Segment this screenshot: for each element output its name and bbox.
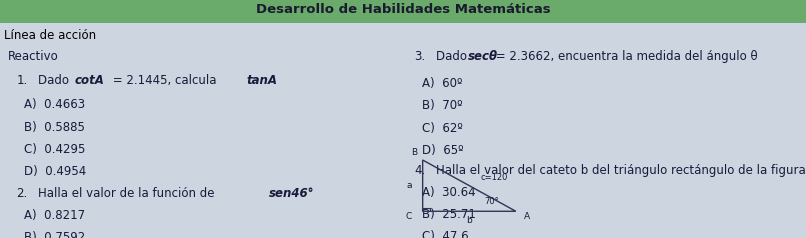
Text: Línea de acción: Línea de acción xyxy=(4,29,96,42)
Text: Desarrollo de Habilidades Matemáticas: Desarrollo de Habilidades Matemáticas xyxy=(256,3,550,16)
Text: C)  0.4295: C) 0.4295 xyxy=(24,143,85,156)
Text: C)  47.6: C) 47.6 xyxy=(422,230,469,238)
Text: B: B xyxy=(411,148,417,157)
Text: C)  62º: C) 62º xyxy=(422,122,463,135)
Text: 70°: 70° xyxy=(484,197,499,206)
Text: b: b xyxy=(467,216,472,225)
Text: A)  0.8217: A) 0.8217 xyxy=(24,209,85,222)
Text: Dado: Dado xyxy=(39,74,73,87)
Text: Reactivo: Reactivo xyxy=(8,50,59,63)
Text: Halla el valor de la función de: Halla el valor de la función de xyxy=(39,187,218,200)
Text: A: A xyxy=(524,212,530,221)
Text: a: a xyxy=(406,181,412,190)
Text: c=120: c=120 xyxy=(480,173,508,182)
Text: 1.: 1. xyxy=(16,74,27,87)
Text: A)  0.4663: A) 0.4663 xyxy=(24,98,85,111)
Text: A)  60º: A) 60º xyxy=(422,77,463,90)
Text: sen46°: sen46° xyxy=(269,187,314,200)
Text: = 2.3662, encuentra la medida del ángulo θ: = 2.3662, encuentra la medida del ángulo… xyxy=(492,50,758,63)
Text: 2.: 2. xyxy=(16,187,27,200)
Text: B)  0.5885: B) 0.5885 xyxy=(24,121,85,134)
Text: B)  70º: B) 70º xyxy=(422,99,463,112)
Text: C: C xyxy=(405,212,412,221)
Text: B)  25.71: B) 25.71 xyxy=(422,208,476,221)
Text: = 2.1445, calcula: = 2.1445, calcula xyxy=(110,74,221,87)
Text: D)  0.4954: D) 0.4954 xyxy=(24,165,86,178)
Text: Halla el valor del cateto b del triángulo rectángulo de la figura siguiente: Halla el valor del cateto b del triángul… xyxy=(436,164,806,177)
Text: 3.: 3. xyxy=(414,50,426,63)
Text: D)  65º: D) 65º xyxy=(422,144,463,157)
Text: secθ: secθ xyxy=(468,50,498,63)
Text: tanA: tanA xyxy=(247,74,278,87)
Text: cotA: cotA xyxy=(75,74,105,87)
Text: Dado: Dado xyxy=(436,50,471,63)
Text: B)  0.7592: B) 0.7592 xyxy=(24,231,85,238)
Text: 4.: 4. xyxy=(414,164,426,177)
FancyBboxPatch shape xyxy=(0,0,806,23)
Text: A)  30.64: A) 30.64 xyxy=(422,186,476,199)
